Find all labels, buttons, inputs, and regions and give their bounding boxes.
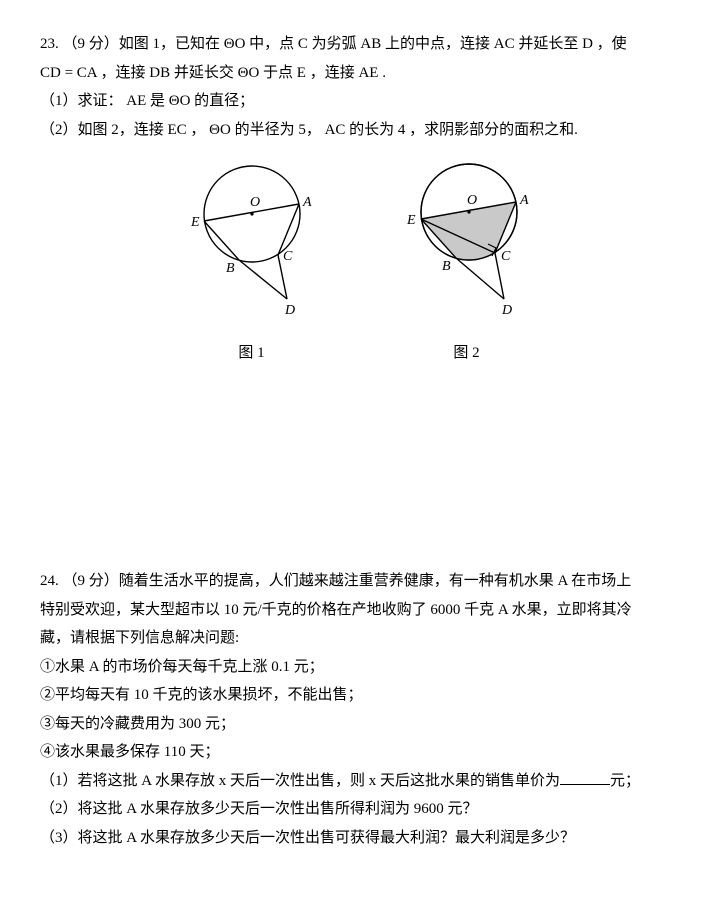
label-C: C xyxy=(283,249,293,264)
label2-E: E xyxy=(406,213,416,228)
q24-part2: （2）将这批 A 水果存放多少天后一次性出售所得利润为 9600 元？ xyxy=(40,795,683,824)
spacer xyxy=(40,387,683,567)
label-E: E xyxy=(190,215,200,230)
q24-info-1: ①水果 A 的市场价每天每千克上涨 0.1 元； xyxy=(40,653,683,682)
q24-part1-b: 元； xyxy=(610,773,640,789)
figure-1-caption: 图 1 xyxy=(177,339,327,368)
q24-info-3: ③每天的冷藏费用为 300 元； xyxy=(40,710,683,739)
q24-part1: （1）若将这批 A 水果存放 x 天后一次性出售，则 x 天后这批水果的销售单价… xyxy=(40,767,683,796)
figure-2-caption: 图 2 xyxy=(387,339,547,368)
blank-fill xyxy=(560,769,610,785)
q24-header-2: 特别受欢迎，某大型超市以 10 元/千克的价格在产地收购了 6000 千克 A … xyxy=(40,596,683,625)
figure-1: O A E B C D 图 1 xyxy=(177,154,327,367)
problem-23: 23. （9 分）如图 1，已知在 ΘO 中，点 C 为劣弧 AB 上的中点，连… xyxy=(40,30,683,367)
label-O: O xyxy=(250,195,260,210)
label2-B: B xyxy=(442,259,451,274)
q23-header-1: 23. （9 分）如图 1，已知在 ΘO 中，点 C 为劣弧 AB 上的中点，连… xyxy=(40,30,683,59)
q23-part2: （2）如图 2，连接 EC ， ΘO 的半径为 5， AC 的长为 4 ，求阴影… xyxy=(40,116,683,145)
label2-O: O xyxy=(467,193,477,208)
label2-C: C xyxy=(501,249,511,264)
problem-24: 24. （9 分）随着生活水平的提高，人们越来越注重营养健康，有一种有机水果 A… xyxy=(40,567,683,852)
figures-row: O A E B C D 图 1 xyxy=(40,154,683,367)
q24-header-1: 24. （9 分）随着生活水平的提高，人们越来越注重营养健康，有一种有机水果 A… xyxy=(40,567,683,596)
q24-info-4: ④该水果最多保存 110 天； xyxy=(40,738,683,767)
q24-part1-a: （1）若将这批 A 水果存放 x 天后一次性出售，则 x 天后这批水果的销售单价… xyxy=(40,773,560,789)
q23-header-2: CD = CA ，连接 DB 并延长交 ΘO 于点 E ，连接 AE . xyxy=(40,59,683,88)
label-D: D xyxy=(284,303,295,318)
figure-1-svg: O A E B C D xyxy=(177,154,327,324)
label2-A: A xyxy=(519,193,529,208)
figure-2-svg: O A E B C D xyxy=(387,154,547,324)
label-B: B xyxy=(226,261,235,276)
q23-part1: （1）求证： AE 是 ΘO 的直径； xyxy=(40,87,683,116)
q24-info-2: ②平均每天有 10 千克的该水果损坏，不能出售； xyxy=(40,681,683,710)
q24-part3: （3）将这批 A 水果存放多少天后一次性出售可获得最大利润？最大利润是多少？ xyxy=(40,824,683,853)
q24-header-3: 藏，请根据下列信息解决问题: xyxy=(40,624,683,653)
figure-2: O A E B C D 图 2 xyxy=(387,154,547,367)
label-A: A xyxy=(302,195,312,210)
label2-D: D xyxy=(501,303,512,318)
